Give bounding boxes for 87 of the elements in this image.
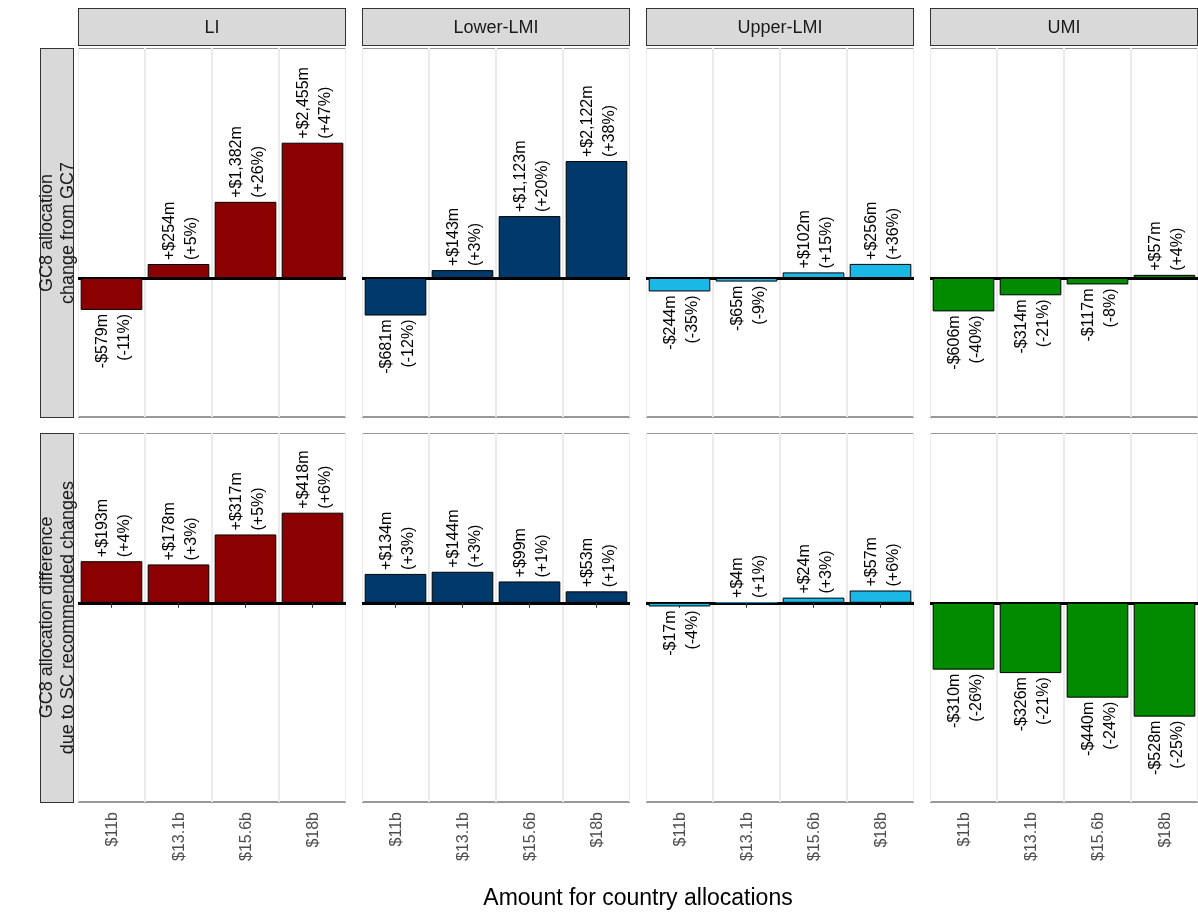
x-tick-label: $18b [304, 811, 321, 848]
data-label: +$99m [511, 528, 528, 578]
x-tick-label: $15.6b [237, 811, 254, 861]
x-tick-label: $15.6b [521, 811, 538, 861]
annotation: (+1%) [750, 554, 767, 598]
chart-title: UMI [930, 8, 1198, 46]
data-label: +$53m [578, 538, 595, 588]
data-label: -$244m [661, 295, 678, 350]
x-tick-label: $11b [955, 811, 972, 847]
data-label: -$314m [1012, 299, 1029, 354]
x-tick-label: $18b [1156, 811, 1173, 848]
annotation: (+1%) [533, 534, 550, 578]
x-tick-label: $15.6b [1089, 811, 1106, 861]
data-label: -$681m [377, 319, 394, 374]
annotation: (+3%) [182, 517, 199, 561]
annotation: (+26%) [249, 145, 266, 198]
x-tick-label: $15.6b [805, 811, 822, 861]
annotation: (+3%) [466, 524, 483, 568]
data-label: -$310m [945, 673, 962, 728]
annotation: (-21%) [1034, 677, 1051, 726]
data-label: -$606m [945, 315, 962, 370]
data-label: -$440m [1079, 701, 1096, 756]
annotation: (-8%) [1101, 288, 1118, 328]
x-tick-label: $11b [671, 811, 688, 847]
annotation: (+4%) [115, 514, 132, 558]
data-label: +$256m [862, 201, 879, 260]
annotation: (+3%) [466, 222, 483, 267]
data-label: +$144m [444, 509, 461, 568]
annotation: (+3%) [817, 550, 834, 594]
data-label: -$579m [93, 313, 110, 369]
chart-title: Upper-LMI [646, 8, 914, 46]
x-tick-label: $13.1b [170, 811, 187, 861]
annotation: (+5%) [182, 216, 199, 260]
data-label: +$178m [160, 502, 177, 561]
annotation: (-26%) [967, 673, 984, 722]
annotation: (+6%) [884, 543, 901, 587]
annotation: (+47%) [316, 86, 333, 139]
x-axis-title: Amount for country allocations [482, 884, 794, 911]
annotation: (+5%) [249, 487, 266, 531]
data-label: -$528m [1146, 720, 1163, 775]
x-tick-label: $13.1b [1022, 811, 1039, 861]
annotation: (-35%) [683, 295, 700, 344]
annotation: (-9%) [750, 285, 767, 325]
data-label: +$57m [862, 537, 879, 587]
data-label: +$4m [728, 557, 745, 598]
annotation: (+4%) [1168, 227, 1185, 271]
annotation: (+6%) [316, 465, 333, 509]
x-tick-label: $13.1b [454, 811, 471, 861]
x-tick-label: $18b [872, 811, 889, 848]
annotation: (-40%) [967, 315, 984, 364]
data-label: +$254m [160, 201, 177, 260]
y-axis-title: GC8 allocation change from GC7 [36, 161, 78, 305]
data-label: +$102m [795, 210, 812, 269]
data-label: +$2,122m [578, 85, 595, 158]
annotation: (-24%) [1101, 701, 1118, 750]
data-label: +$1,382m [227, 126, 244, 198]
data-label: +$1,123m [511, 140, 528, 213]
annotation: (+36%) [884, 207, 901, 260]
y-axis-title: GC8 allocation difference due to SC recommended changes [36, 481, 78, 755]
data-label: -$326m [1012, 677, 1029, 732]
annotation: (-25%) [1168, 720, 1185, 769]
data-label: +$57m [1146, 221, 1163, 271]
annotation: (+1%) [600, 544, 617, 588]
annotation: (+3%) [399, 526, 416, 570]
data-label: +$418m [294, 450, 311, 509]
data-label: +$143m [444, 207, 461, 267]
x-tick-label: $11b [103, 811, 120, 847]
data-label: +$317m [227, 472, 244, 531]
annotation: (+38%) [600, 105, 617, 158]
annotation: (+20%) [533, 160, 550, 213]
chart-title: LI [78, 8, 346, 46]
data-label: +$24m [795, 544, 812, 594]
data-label: -$65m [728, 285, 745, 331]
x-tick-label: $13.1b [738, 811, 755, 861]
annotation: (-21%) [1034, 299, 1051, 348]
data-label: -$117m [1079, 288, 1096, 342]
chart-title: Lower-LMI [362, 8, 630, 46]
x-tick-label: $18b [588, 811, 605, 848]
x-tick-label: $11b [387, 811, 404, 847]
annotation: (-4%) [683, 610, 700, 650]
annotation: (-11%) [115, 313, 132, 361]
annotation: (-12%) [399, 319, 416, 368]
data-label: -$17m [661, 610, 678, 656]
annotation: (+15%) [817, 216, 834, 269]
data-label: +$193m [93, 498, 110, 558]
data-label: +$2,455m [294, 67, 311, 139]
data-label: +$134m [377, 511, 394, 570]
